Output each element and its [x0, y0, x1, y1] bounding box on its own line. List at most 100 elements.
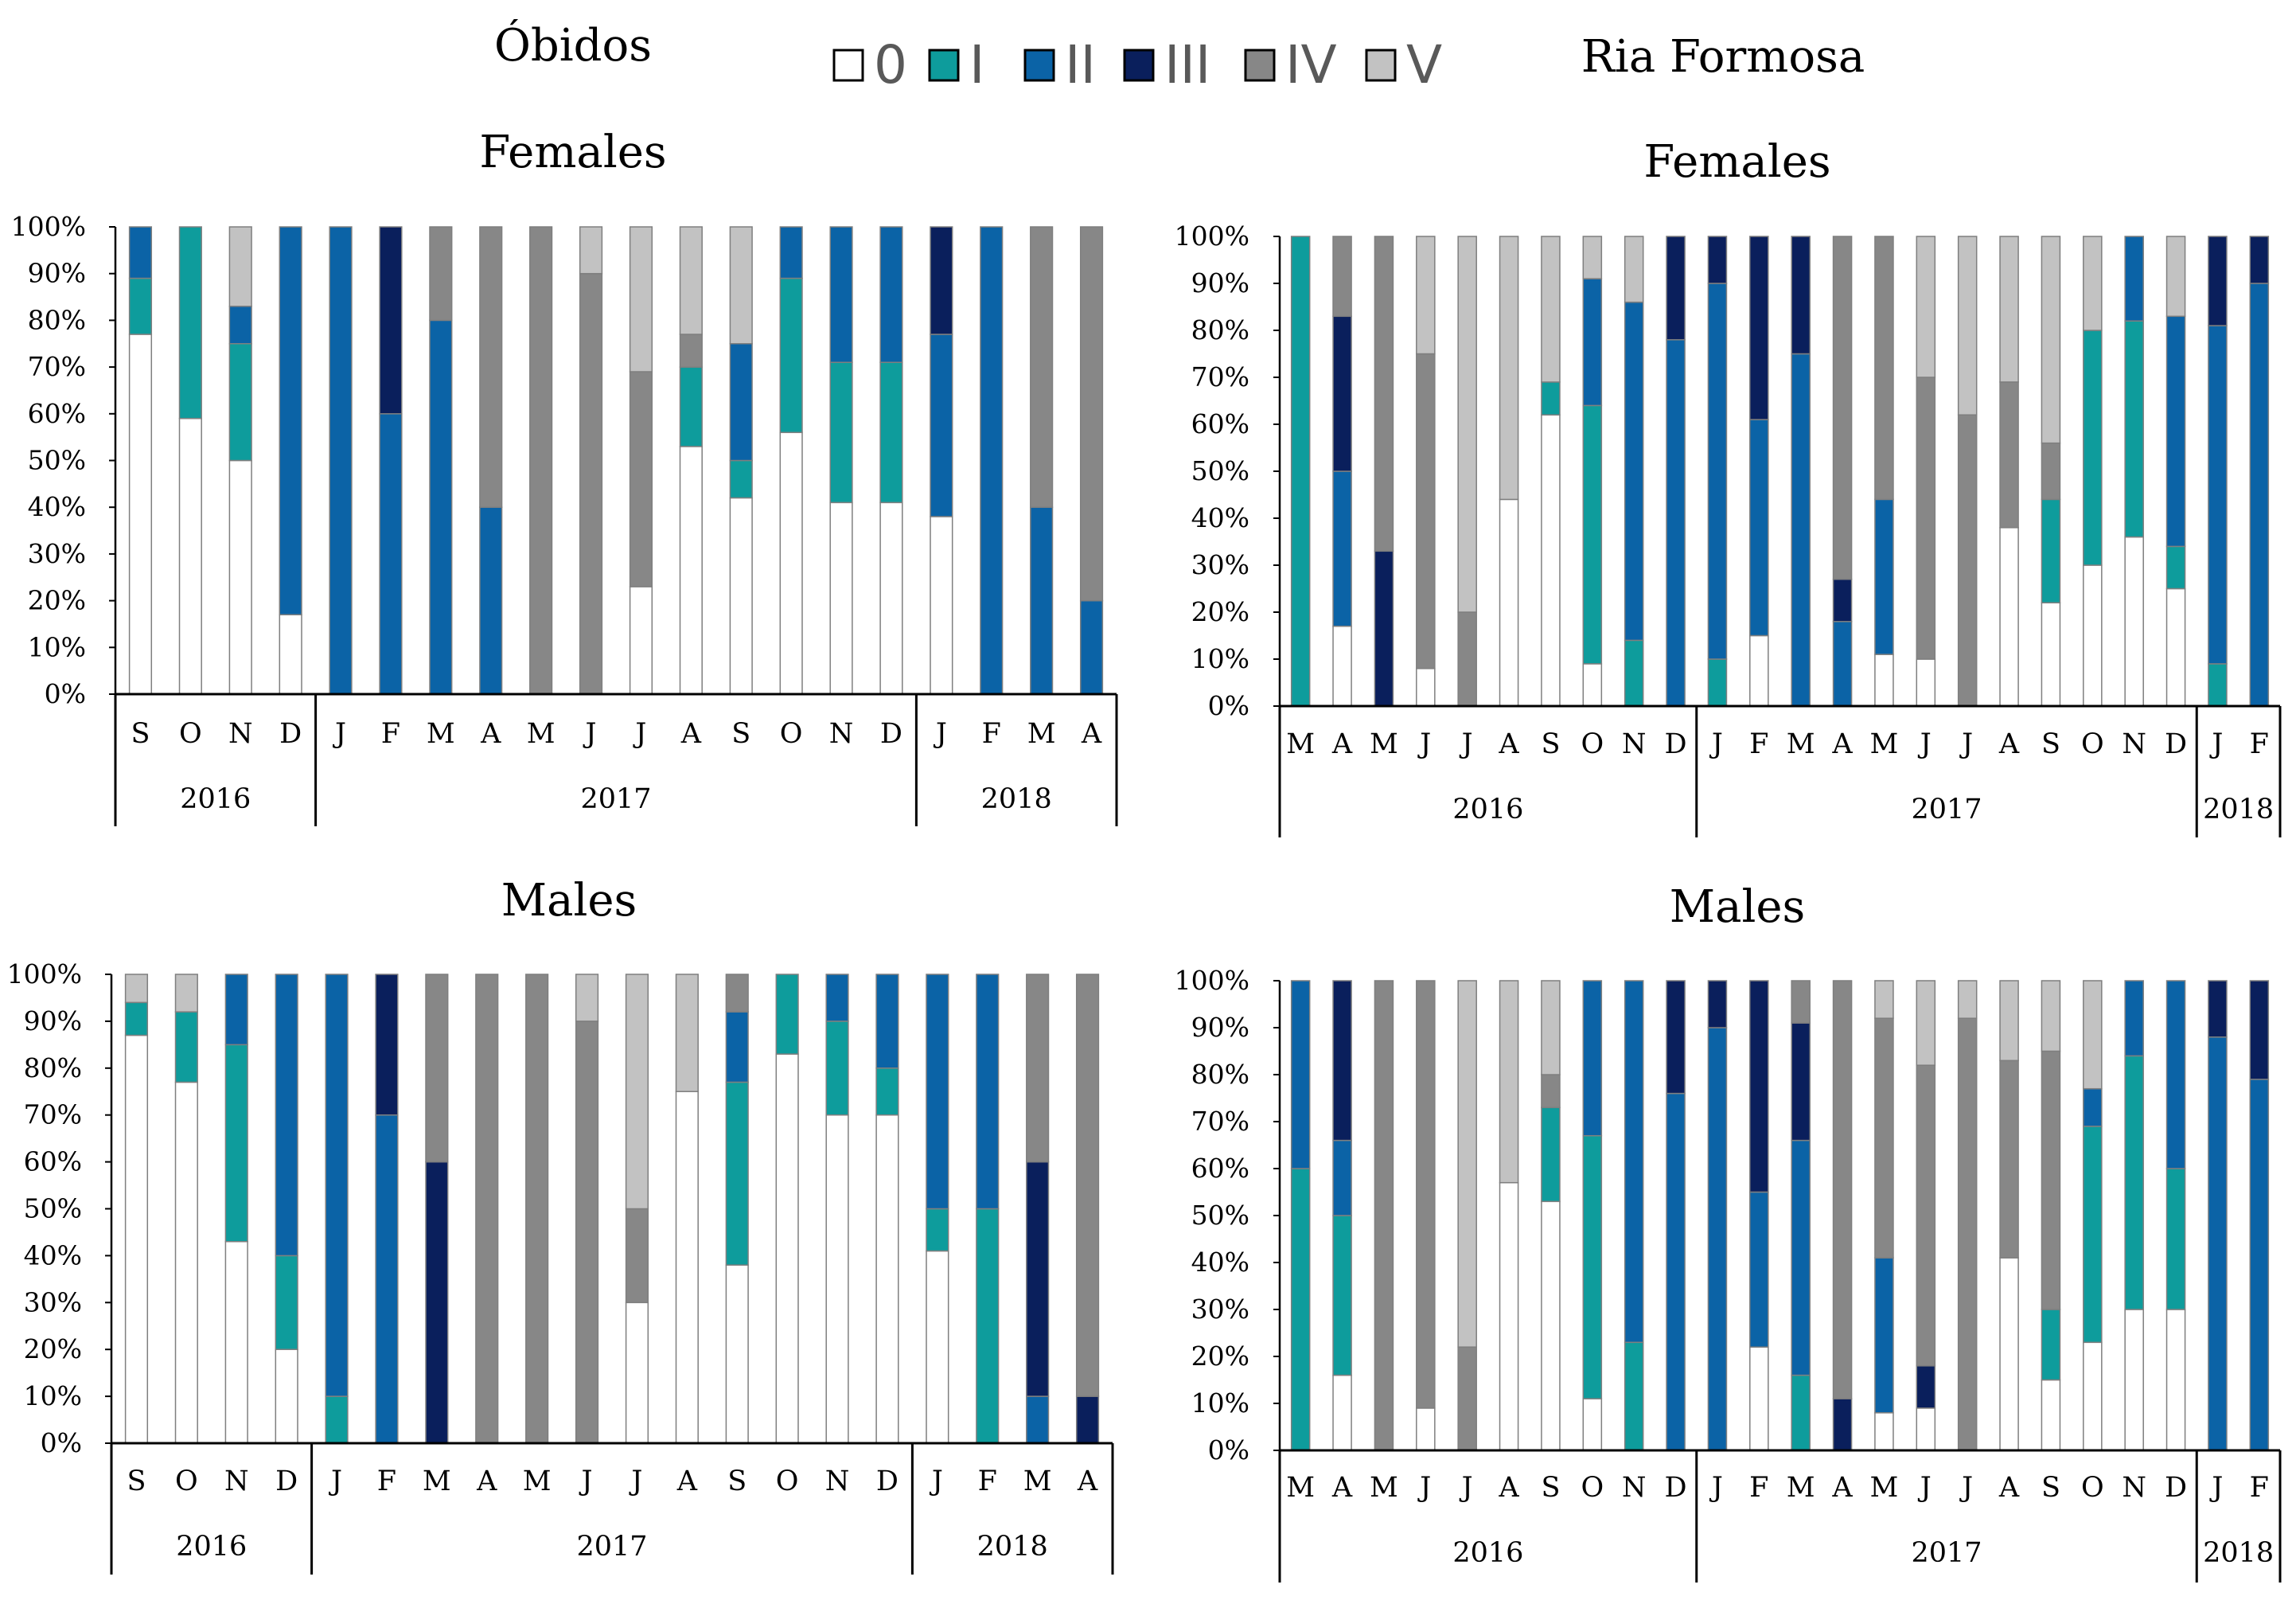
bar-segment-IV-16: [1957, 1017, 1978, 1451]
x-tick-label: J: [1959, 1472, 1973, 1504]
bar-segment-III-10: [1707, 236, 1728, 284]
x-tick-label: A: [1831, 728, 1853, 760]
bar-segment-V-3: [1416, 236, 1436, 355]
x-tick-label: O: [1581, 1472, 1604, 1504]
x-tick-label: F: [2250, 1472, 2269, 1504]
bar-segment-II-14: [825, 974, 849, 1022]
y-tick-label: 10%: [28, 631, 86, 662]
x-tick-label: O: [175, 1465, 198, 1497]
bar-segment-III-16: [930, 226, 953, 335]
x-tick-label: A: [680, 718, 702, 750]
x-tick-label: S: [727, 1465, 746, 1497]
bar-segment-I-12: [725, 1081, 749, 1266]
y-tick-label: 70%: [28, 351, 86, 382]
x-tick-label: J: [1417, 1472, 1431, 1504]
y-tick-label: 20%: [24, 1333, 82, 1364]
bar-segment-0-15: [1916, 1407, 1936, 1451]
bar-segment-I-18: [2041, 498, 2061, 603]
legend-label-5: V: [1406, 34, 1442, 96]
bar-segment-0-19: [2083, 564, 2103, 707]
bar-stack-group: [128, 226, 1104, 695]
bar-segment-V-17: [1999, 980, 2019, 1062]
bar-segment-I-0: [124, 1001, 149, 1036]
bar-segment-IV-18: [1030, 226, 1054, 508]
panel-title: Females: [1643, 136, 1830, 188]
x-tick-label: J: [1709, 728, 1723, 760]
bar-segment-I-1: [178, 226, 202, 420]
year-label: 2018: [981, 783, 1052, 815]
bar-segment-II-4: [325, 974, 349, 1397]
y-tick-label: 80%: [24, 1052, 82, 1083]
bar-segment-II-20: [2124, 980, 2144, 1057]
x-tick-label: F: [1749, 1472, 1768, 1504]
bar-segment-0-20: [2124, 1309, 2144, 1451]
bar-segment-V-19: [2083, 980, 2103, 1090]
bar-segment-0-14: [825, 1114, 849, 1444]
x-tick-label: D: [2165, 728, 2187, 760]
bar-segment-V-19: [2083, 236, 2103, 331]
x-tick-label: O: [2081, 728, 2104, 760]
x-tick-label: M: [1286, 728, 1315, 760]
bar-segment-0-12: [729, 497, 753, 695]
bar-segment-0-3: [1416, 668, 1436, 707]
bar-segment-I-10: [1707, 658, 1728, 707]
bar-segment-IV-9: [579, 272, 603, 695]
bar-segment-0-11: [1749, 634, 1769, 707]
y-tick-label: 70%: [24, 1099, 82, 1130]
bar-segment-III-1: [1332, 980, 1352, 1142]
bar-segment-0-19: [2083, 1341, 2103, 1451]
x-tick-label: J: [1460, 1472, 1473, 1504]
bar-segment-IV-15: [1916, 1064, 1936, 1367]
bar-segment-II-14: [829, 226, 853, 363]
bar-segment-I-6: [1541, 1106, 1561, 1203]
y-tick-label: 30%: [28, 538, 86, 569]
x-tick-label: M: [527, 718, 555, 750]
bar-segment-I-20: [2124, 320, 2144, 538]
bar-segment-0-2: [224, 1240, 248, 1444]
panel-title: Females: [479, 127, 666, 178]
bar-segment-0-16: [926, 1250, 949, 1444]
bar-segment-III-9: [1666, 980, 1686, 1095]
bar-segment-II-6: [429, 319, 453, 695]
legend-swatch-5: [1365, 49, 1397, 82]
x-tick-label: S: [2041, 728, 2060, 760]
bar-segment-II-9: [1666, 339, 1686, 707]
bar-segment-II-9: [1666, 1092, 1686, 1451]
bar-segment-I-19: [2083, 1126, 2103, 1344]
y-tick-label: 0%: [1208, 1434, 1249, 1465]
bar-segment-III-13: [1832, 578, 1853, 622]
bar-segment-IV-10: [629, 371, 653, 587]
bar-segment-0-3: [279, 614, 302, 695]
bar-segment-0-20: [2124, 536, 2144, 707]
y-tick-label: 10%: [24, 1380, 82, 1411]
bar-segment-IV-17: [1999, 381, 2019, 529]
y-tick-label: 60%: [28, 398, 86, 429]
x-tick-label: O: [780, 718, 803, 750]
bar-segment-0-18: [2041, 602, 2061, 707]
bar-segment-II-4: [329, 226, 353, 695]
bar-segment-I-21: [2165, 1168, 2186, 1310]
y-tick-label: 10%: [1191, 1387, 1249, 1419]
bar-segment-0-1: [1332, 1374, 1352, 1451]
bar-segment-II-1: [1332, 1139, 1352, 1216]
bar-segment-I-7: [1582, 404, 1603, 665]
bar-segment-V-9: [575, 974, 599, 1022]
x-tick-label: J: [583, 718, 597, 750]
bar-segment-II-12: [729, 343, 753, 462]
x-tick-label: N: [2122, 728, 2146, 760]
bar-segment-I-14: [829, 361, 853, 504]
bar-segment-I-8: [1624, 1341, 1644, 1451]
bar-segment-I-7: [1582, 1134, 1603, 1399]
bar-segment-II-16: [926, 974, 949, 1210]
bar-segment-IV-6: [425, 974, 449, 1163]
bar-segment-II-0: [1290, 980, 1311, 1169]
bar-segment-V-7: [1582, 236, 1603, 279]
bar-segment-0-0: [128, 334, 153, 695]
bar-segment-V-17: [1999, 236, 2019, 383]
bar-segment-V-12: [729, 226, 753, 345]
bar-segment-II-2: [224, 974, 248, 1046]
bar-segment-I-13: [775, 974, 799, 1055]
x-tick-label: N: [1622, 728, 1647, 760]
bar-segment-II-21: [2165, 315, 2186, 548]
